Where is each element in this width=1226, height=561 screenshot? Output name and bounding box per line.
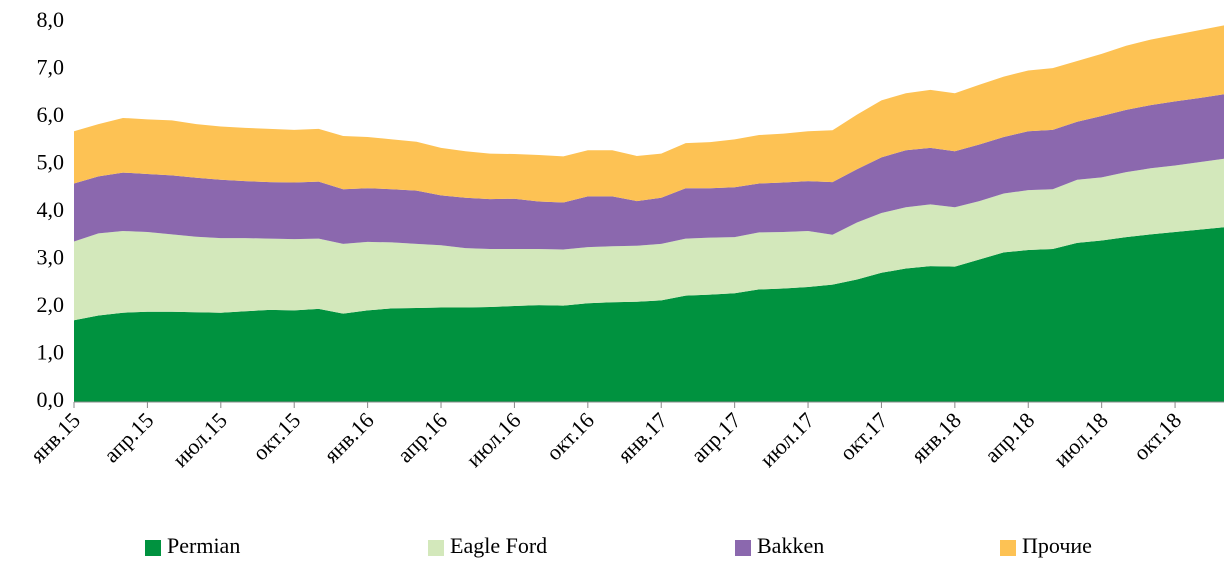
x-tick-label: окт.15 bbox=[247, 407, 305, 465]
x-tick-label: янв.15 bbox=[25, 407, 85, 467]
legend-label: Permian bbox=[167, 533, 240, 558]
x-tick-label: апр.16 bbox=[392, 407, 452, 467]
area bbox=[74, 227, 1224, 402]
y-tick-label: 5,0 bbox=[37, 150, 65, 175]
x-tick-label: апр.15 bbox=[99, 407, 159, 467]
x-tick-label: июл.16 bbox=[461, 407, 525, 471]
legend-label: Прочие bbox=[1022, 533, 1092, 558]
x-tick-label: окт.16 bbox=[541, 407, 599, 465]
legend-swatch bbox=[735, 540, 751, 556]
x-tick-label: апр.17 bbox=[686, 407, 746, 467]
y-tick-label: 2,0 bbox=[37, 292, 65, 317]
y-tick-label: 6,0 bbox=[37, 102, 65, 127]
x-tick-label: июл.15 bbox=[167, 407, 231, 471]
legend-label: Eagle Ford bbox=[450, 533, 547, 558]
x-tick-label: янв.18 bbox=[906, 407, 966, 467]
area bbox=[74, 158, 1224, 321]
x-tick-label: окт.18 bbox=[1128, 407, 1186, 465]
x-tick-label: июл.17 bbox=[755, 407, 819, 471]
x-tick-label: июл.18 bbox=[1048, 407, 1112, 471]
legend-label: Bakken bbox=[757, 533, 824, 558]
legend-swatch bbox=[145, 540, 161, 556]
y-tick-label: 7,0 bbox=[37, 55, 65, 80]
x-tick-label: янв.17 bbox=[612, 407, 672, 467]
y-tick-label: 1,0 bbox=[37, 340, 65, 365]
area bbox=[74, 94, 1224, 250]
y-tick-label: 3,0 bbox=[37, 245, 65, 270]
x-tick-label: янв.16 bbox=[319, 407, 379, 467]
y-tick-label: 4,0 bbox=[37, 197, 65, 222]
x-tick-label: окт.17 bbox=[835, 407, 893, 465]
y-tick-label: 0,0 bbox=[37, 387, 65, 412]
area bbox=[74, 25, 1224, 203]
legend-swatch bbox=[1000, 540, 1016, 556]
x-tick-label: апр.18 bbox=[979, 407, 1039, 467]
y-tick-label: 8,0 bbox=[37, 7, 65, 32]
legend-swatch bbox=[428, 540, 444, 556]
